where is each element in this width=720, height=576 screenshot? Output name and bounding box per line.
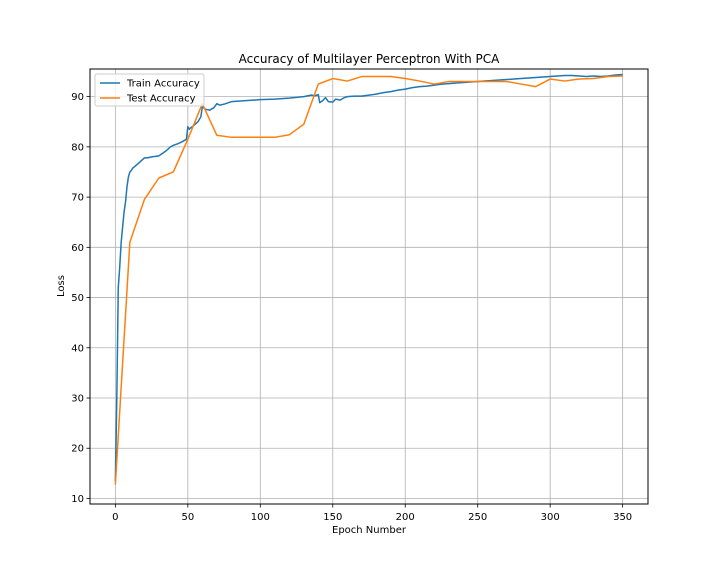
y-tick-label: 70 [71, 193, 84, 204]
x-tick-label: 150 [323, 512, 342, 523]
train-accuracy-line [114, 73, 623, 481]
data-series [114, 73, 623, 485]
y-axis-label: Loss [56, 275, 67, 297]
legend: Train Accuracy Test Accuracy [94, 73, 205, 107]
plot-frame [89, 68, 649, 505]
y-tick-label: 40 [71, 343, 84, 354]
y-tick-label: 90 [71, 92, 84, 103]
x-tick-label: 250 [468, 512, 487, 523]
x-tick-label: 100 [251, 512, 270, 523]
y-tick-label: 50 [71, 293, 84, 304]
y-tick-label: 60 [71, 243, 84, 254]
y-tick-label: 80 [71, 142, 84, 153]
x-tick-label: 200 [396, 512, 415, 523]
x-tick-label: 300 [541, 512, 560, 523]
y-tick-label: 20 [71, 444, 84, 455]
chart-title: Accuracy of Multilayer Perceptron With P… [239, 52, 501, 66]
x-tick-label: 0 [112, 512, 118, 523]
x-tick-label: 350 [613, 512, 632, 523]
legend-label-test: Test Accuracy [126, 94, 196, 105]
x-axis-label: Epoch Number [332, 525, 407, 536]
legend-box [94, 73, 205, 107]
test-accuracy-line [114, 75, 623, 485]
legend-label-train: Train Accuracy [126, 79, 200, 90]
grid-lines [90, 69, 648, 504]
axis-ticks: 0 50 100 150 200 250 300 350 10 20 30 40 50 60 70 80 90 [71, 92, 632, 523]
y-tick-label: 10 [71, 494, 84, 505]
x-tick-label: 50 [181, 512, 194, 523]
y-tick-label: 30 [71, 394, 84, 405]
